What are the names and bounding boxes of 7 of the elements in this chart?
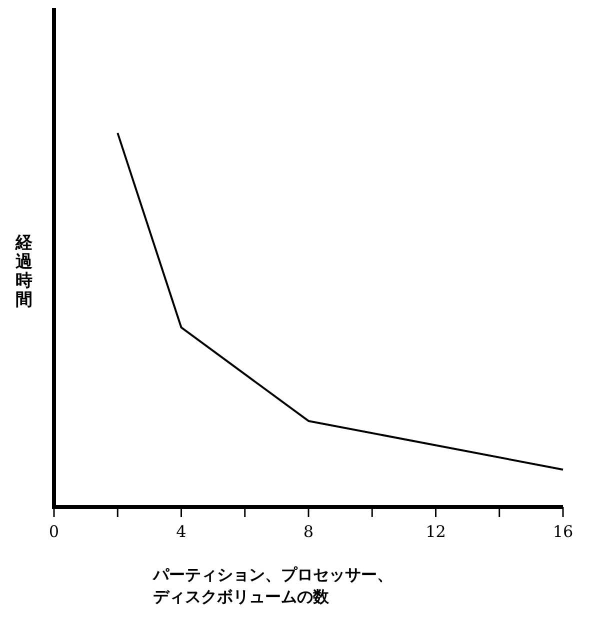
x-tick-label: 4	[176, 522, 186, 541]
x-tick-label: 16	[552, 522, 574, 541]
x-tick-label: 8	[303, 522, 314, 541]
x-axis-title: パーティション、プロセッサー、ディスクボリュームの数	[152, 565, 393, 606]
x-tick-label: 12	[426, 522, 446, 541]
x-tick-label: 0	[48, 522, 60, 541]
y-axis-title: 経過時間	[14, 233, 34, 310]
